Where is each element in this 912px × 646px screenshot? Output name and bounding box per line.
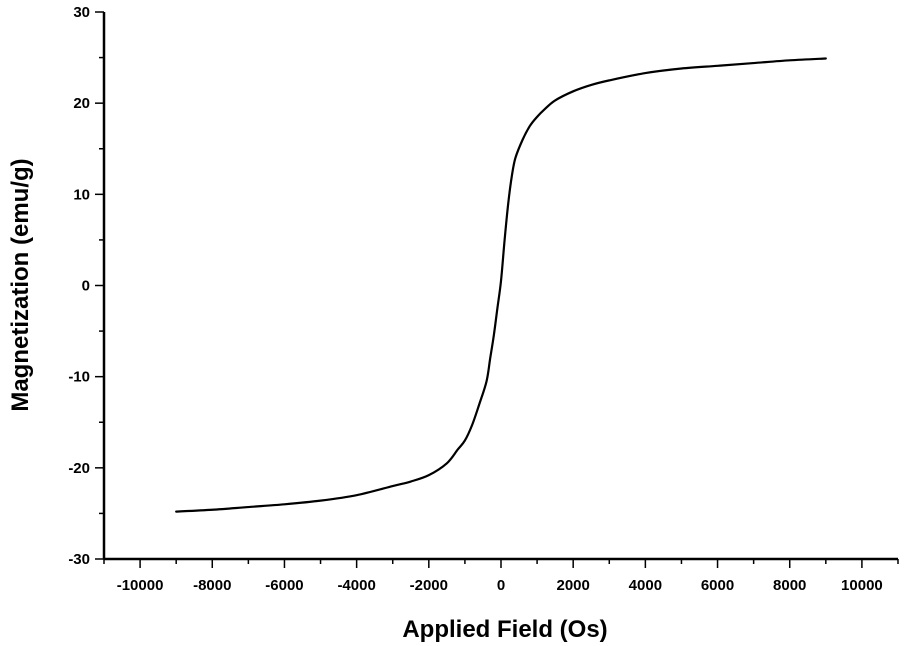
x-tick-label: -2000 — [410, 577, 448, 594]
x-tick-label: -8000 — [193, 577, 231, 594]
x-tick-label: 4000 — [629, 577, 662, 594]
axis-ticks — [95, 11, 899, 568]
x-axis-title: Applied Field (Os) — [402, 616, 607, 643]
magnetization-curve — [175, 57, 827, 513]
y-tick-label: 10 — [73, 186, 90, 203]
y-tick-label: -20 — [68, 460, 90, 477]
data-series — [175, 57, 827, 513]
x-tick-label: 0 — [497, 577, 505, 594]
x-tick-label: 8000 — [773, 577, 806, 594]
y-tick-label: 20 — [73, 95, 90, 112]
x-tick-label: -4000 — [337, 577, 375, 594]
x-tick-label: -6000 — [265, 577, 303, 594]
x-tick-label: 6000 — [701, 577, 734, 594]
y-tick-label: 0 — [82, 278, 90, 295]
tick-labels: -10000 -8000 -6000 -4000 -2000 0 2000 4000 6000 8… — [68, 4, 882, 594]
y-tick-label: -10 — [68, 369, 90, 386]
x-tick-label: 10000 — [841, 577, 883, 594]
x-tick-label: 2000 — [556, 577, 589, 594]
y-tick-label: -30 — [68, 551, 90, 568]
y-axis-title: Magnetization (emu/g) — [7, 158, 34, 411]
x-tick-label: -10000 — [117, 577, 164, 594]
y-tick-label: 30 — [73, 4, 90, 21]
